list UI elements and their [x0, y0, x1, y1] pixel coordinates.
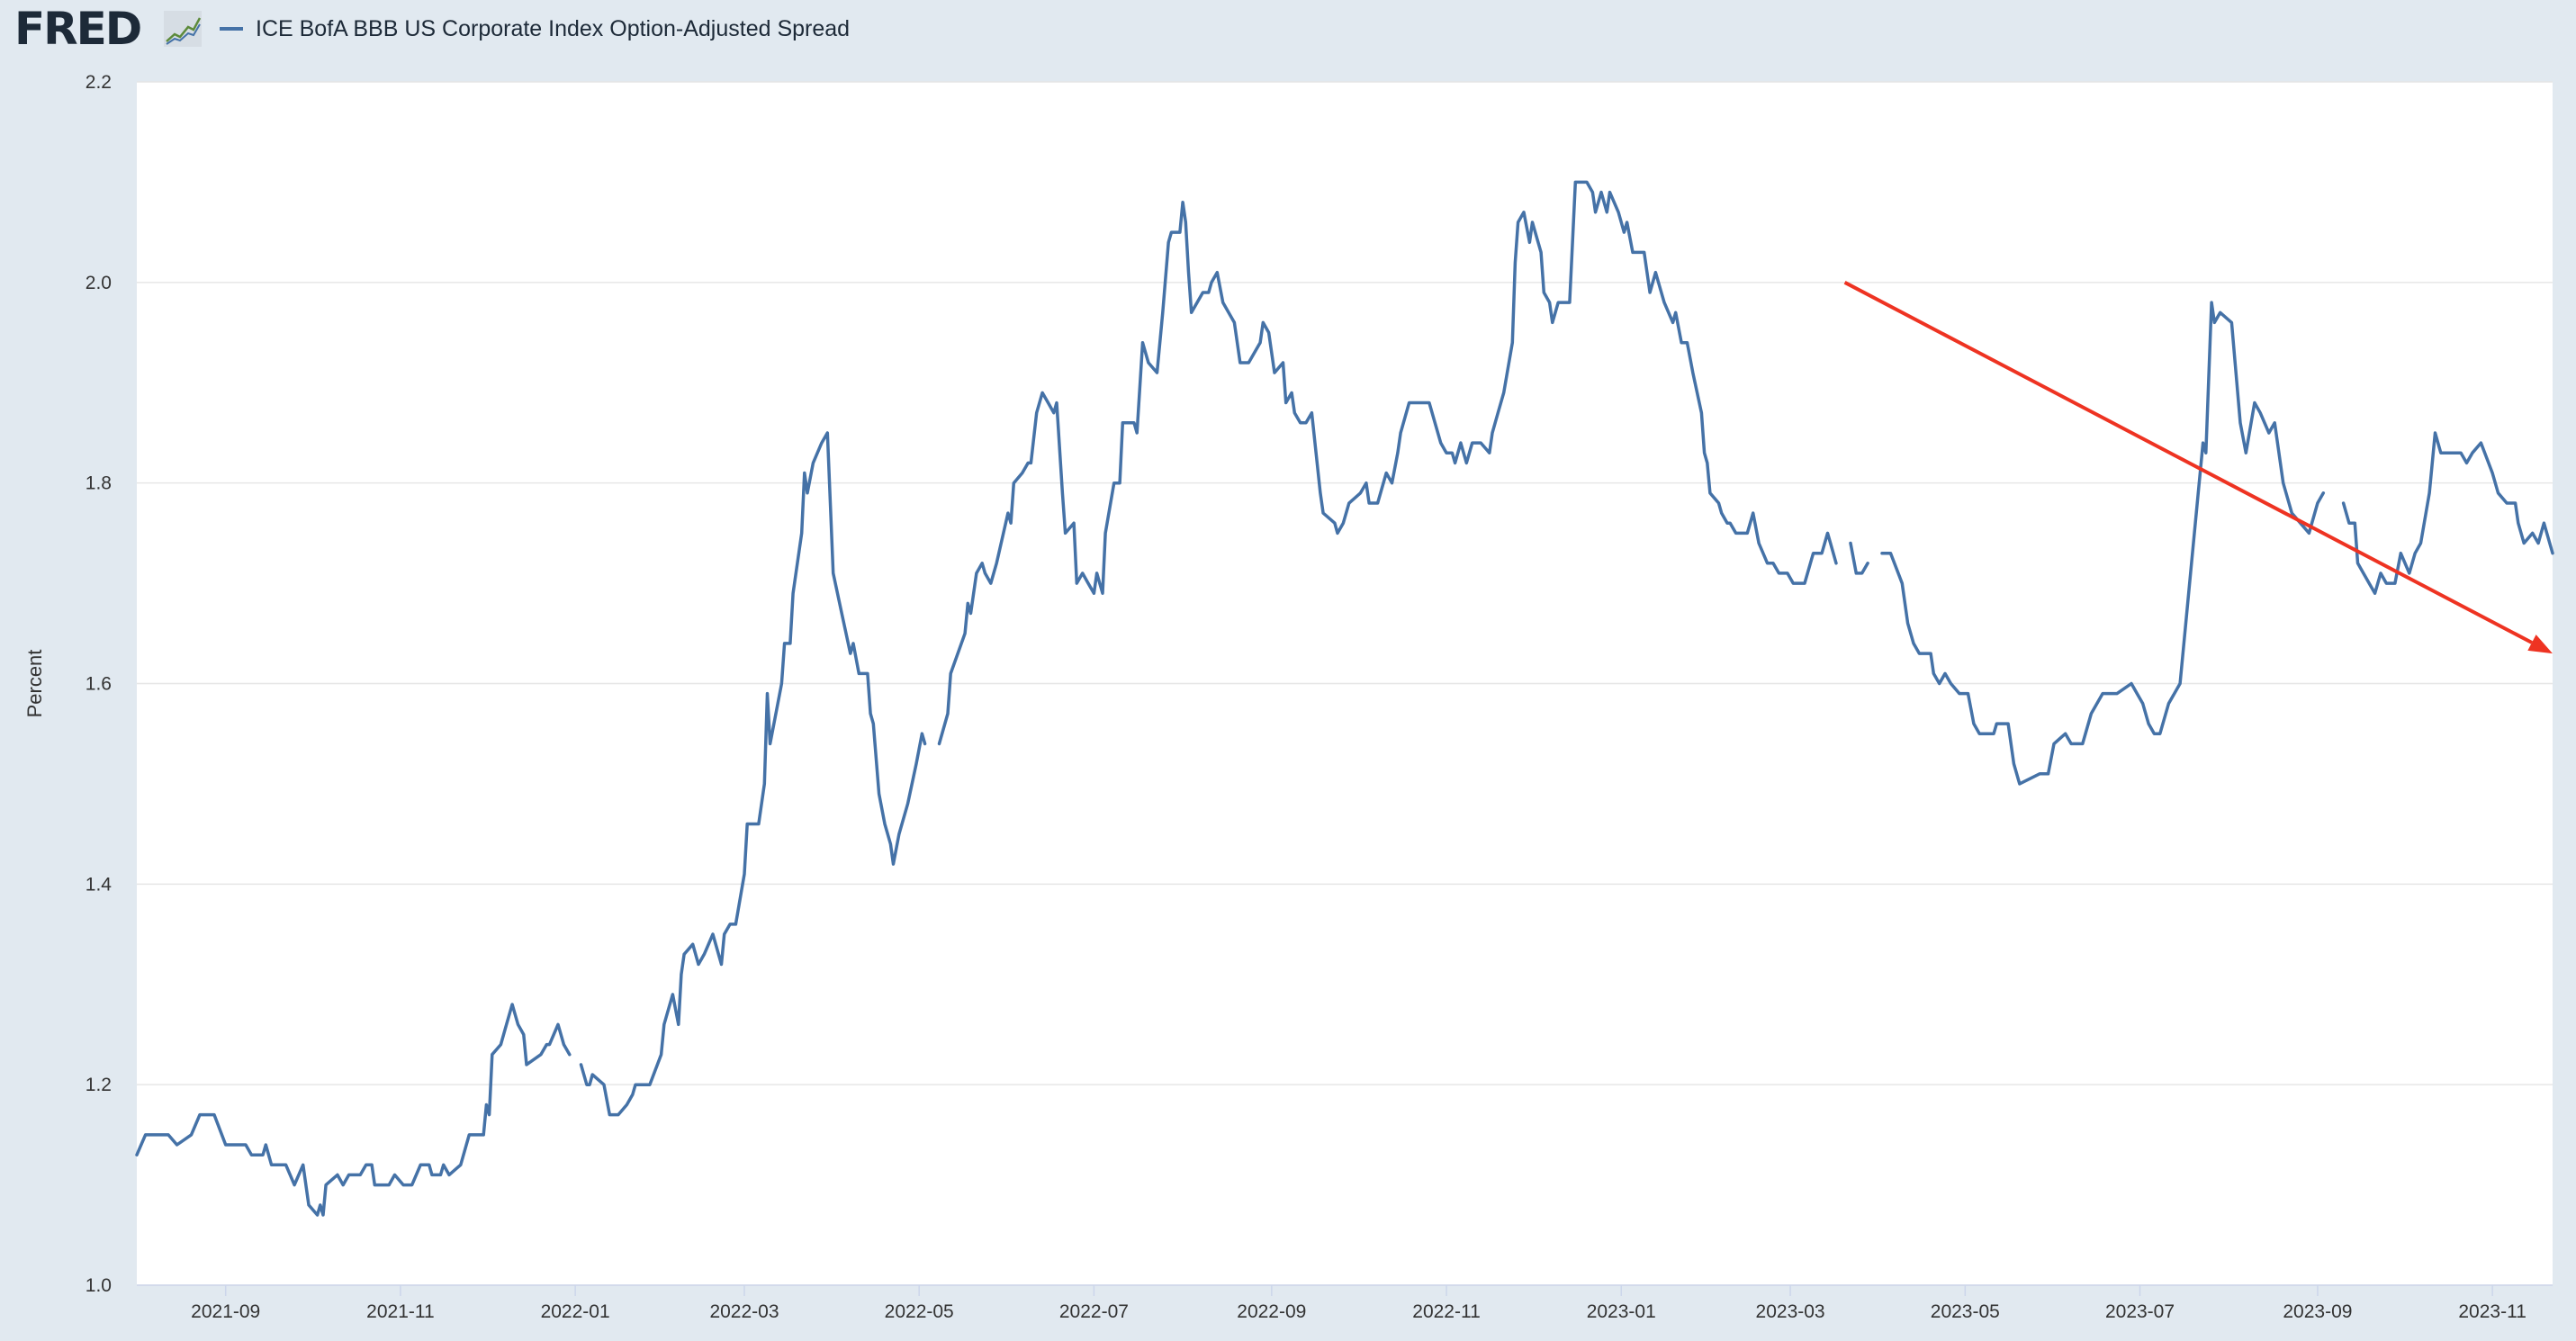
- y-axis-title: Percent: [23, 650, 46, 718]
- series-line: [937, 180, 1838, 746]
- y-tick-label: 2.0: [86, 273, 112, 293]
- x-tick-label: 2022-09: [1237, 1301, 1306, 1322]
- x-tick-label: 2023-01: [1587, 1301, 1656, 1322]
- x-tick-label: 2022-03: [709, 1301, 779, 1322]
- header: FRED ICE BofA BBB US Corporate Index Opt…: [0, 0, 2576, 58]
- x-tick-label: 2022-01: [541, 1301, 610, 1322]
- legend-swatch: [220, 27, 243, 31]
- x-tick-label: 2022-11: [1412, 1301, 1481, 1322]
- x-tick-label: 2021-09: [191, 1301, 260, 1322]
- line-chart-icon: [164, 11, 202, 47]
- y-tick-label: 1.6: [86, 674, 112, 695]
- trend-arrow-line: [1843, 281, 2533, 644]
- series-line: [579, 431, 927, 1117]
- x-tick-label: 2023-05: [1931, 1301, 2000, 1322]
- y-tick-label: 2.2: [86, 72, 112, 93]
- y-tick-label: 1.8: [86, 473, 112, 494]
- series-line: [1849, 541, 1869, 575]
- y-tick-label: 1.4: [86, 874, 113, 895]
- x-tick-label: 2023-09: [2283, 1301, 2352, 1322]
- series-line: [2341, 431, 2554, 595]
- legend[interactable]: ICE BofA BBB US Corporate Index Option-A…: [220, 13, 850, 45]
- y-axis: 1.0 1.2 1.4 1.6 1.8 2.0 2.2: [86, 72, 113, 1296]
- y-tick-label: 1.0: [86, 1275, 112, 1296]
- series-line: [1880, 301, 2326, 786]
- x-tick-label: 2023-11: [2458, 1301, 2526, 1322]
- series-line: [135, 1003, 572, 1217]
- x-tick-label: 2022-05: [885, 1301, 954, 1322]
- trend-arrow-head: [2527, 634, 2553, 654]
- annotation-layer: [1843, 281, 2553, 654]
- y-tick-label: 1.2: [86, 1075, 112, 1095]
- x-tick-label: 2022-07: [1059, 1301, 1129, 1322]
- x-tick-label: 2023-03: [1756, 1301, 1825, 1322]
- x-tick-label: 2021-11: [366, 1301, 435, 1322]
- x-tick-label: 2023-07: [2105, 1301, 2175, 1322]
- legend-label: ICE BofA BBB US Corporate Index Option-A…: [256, 15, 851, 41]
- series-layer: [135, 180, 2554, 1217]
- fred-logo[interactable]: FRED: [14, 3, 142, 55]
- x-axis: 2021-09 2021-11 2022-01 2022-03 2022-05 2022-…: [137, 1284, 2553, 1322]
